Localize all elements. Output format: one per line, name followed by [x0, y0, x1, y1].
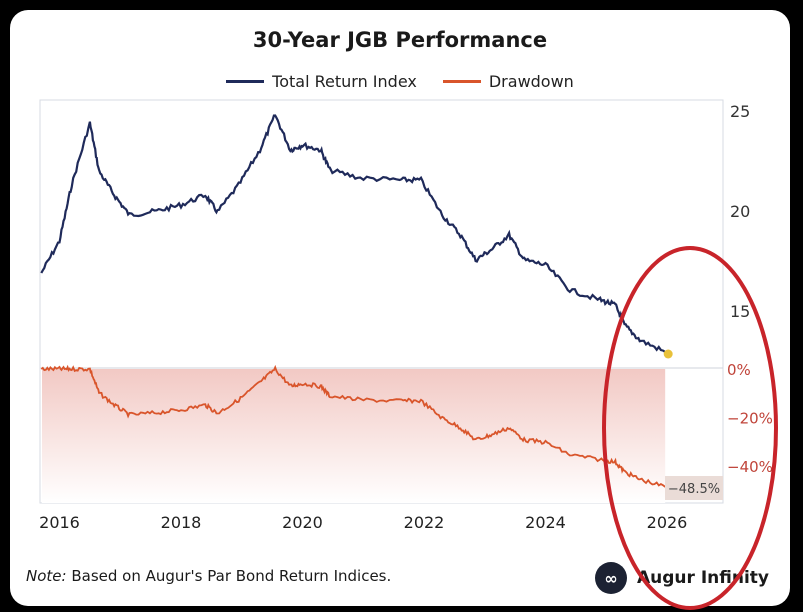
chart-title: 30-Year JGB Performance [252, 28, 548, 52]
drawdown-line [40, 364, 666, 488]
y-tick-label-drawdown: 0% [727, 361, 751, 379]
footnote: Note: Based on Augur's Par Bond Return I… [26, 567, 391, 585]
infinity-logo-icon: ∞ [595, 562, 627, 594]
y-tick-label: 15 [730, 302, 750, 321]
end-label-box [665, 476, 723, 500]
x-tick-label: 2020 [282, 513, 323, 532]
x-tick-label: 2016 [39, 513, 80, 532]
chart-card: 30-Year JGB Performance Total Return Ind… [10, 10, 790, 606]
legend-swatch [226, 80, 265, 83]
annotation-ellipse [602, 246, 778, 610]
y-tick-label-drawdown: −40% [727, 458, 773, 476]
legend: Total Return Index Drawdown [10, 72, 790, 91]
x-tick-label: 2022 [404, 513, 445, 532]
y-tick-label: 20 [730, 202, 750, 221]
note-text: Based on Augur's Par Bond Return Indices… [66, 567, 392, 585]
total-return-line [40, 114, 666, 353]
x-tick-label: 2026 [647, 513, 688, 532]
y-tick-label-drawdown: −20% [727, 410, 773, 428]
y-tick-label: 25 [730, 102, 750, 121]
note-label: Note: [26, 567, 67, 585]
legend-item-drawdown: Drawdown [442, 72, 574, 91]
x-tick-label: 2018 [161, 513, 202, 532]
legend-swatch [442, 80, 481, 83]
x-tick-label: 2024 [525, 513, 566, 532]
legend-label: Drawdown [488, 72, 574, 91]
legend-item-total-return: Total Return Index [226, 72, 417, 91]
drawdown-fill [42, 369, 666, 503]
end-label: −48.5% [668, 482, 720, 497]
end-marker [663, 349, 673, 359]
legend-label: Total Return Index [272, 72, 417, 91]
